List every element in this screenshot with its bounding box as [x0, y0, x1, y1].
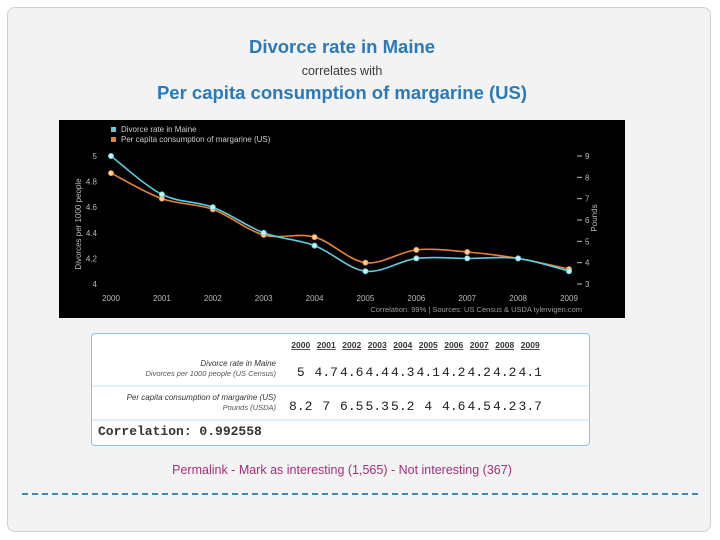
divorce-point — [362, 268, 369, 275]
legend-entry: Per capita consumption of margarine (US) — [121, 135, 271, 144]
table-cell-value: 5.2 — [391, 399, 414, 414]
x-tick-label: 2003 — [255, 294, 273, 303]
y-right-tick-label: 8 — [585, 173, 590, 182]
x-tick-label: 2001 — [153, 294, 171, 303]
legend-swatch — [111, 127, 116, 132]
table-cell-value: 4.1 — [519, 365, 543, 380]
correlation-chart: 5 4.8 4.6 4.4 4.2 4 9 8 7 6 5 4 3 2000 2001 2002 2003 200… — [59, 120, 625, 318]
divorce-point — [311, 242, 318, 249]
margarine-point — [413, 246, 420, 253]
y-left-axis-label: Divorces per 1000 people — [74, 178, 83, 270]
margarine-line — [110, 172, 570, 270]
table-cell-value: 8.2 — [289, 399, 312, 414]
table-cell-value: 5.3 — [366, 399, 389, 414]
divorce-point — [108, 153, 115, 160]
y-right-tick-label: 4 — [585, 259, 590, 268]
x-tick-label: 2005 — [357, 294, 375, 303]
table-cell-value: 4.2 — [493, 399, 516, 414]
year-header: 2003 — [368, 340, 387, 350]
row-label-sub: Divorces per 1000 people (US Census) — [146, 369, 277, 378]
year-header: 2006 — [444, 340, 463, 350]
y-left-tick-label: 4.6 — [86, 203, 98, 212]
table-cell-value: 4.3 — [391, 365, 414, 380]
margarine-point — [108, 170, 115, 177]
y-left-tick-label: 5 — [93, 152, 98, 161]
data-table: 2000 2001 2002 2003 2004 2005 2006 2007 2008 2009… — [92, 340, 589, 421]
row-label-main: Divorce rate in Maine — [200, 359, 276, 368]
page-subtitle: Per capita consumption of margarine (US) — [156, 82, 528, 103]
year-header: 2007 — [470, 340, 489, 350]
permalink-links[interactable]: Permalink - Mark as interesting (1,565) … — [172, 463, 512, 477]
y-left-tick-label: 4 — [93, 280, 98, 289]
year-header: 2001 — [317, 340, 336, 350]
year-header: 2004 — [393, 340, 412, 350]
page-title: Divorce rate in Maine — [248, 36, 436, 57]
chart-background — [59, 120, 625, 318]
x-tick-label: 2002 — [204, 294, 222, 303]
x-tick-label: 2004 — [306, 294, 324, 303]
correlation-value: Correlation: 0.992558 — [98, 424, 262, 439]
table-cell-value: 3.7 — [519, 399, 542, 414]
y-right-axis-label: Pounds — [590, 204, 599, 231]
legend-entry: Divorce rate in Maine — [121, 125, 197, 134]
table-cell-value: 4.5 — [468, 399, 491, 414]
year-header: 2002 — [342, 340, 361, 350]
table-cell-value: 4.2 — [468, 365, 491, 380]
y-right-tick-label: 6 — [585, 216, 590, 225]
chart-source-note: Correlation: 99% | Sources: US Census & … — [370, 305, 582, 314]
table-cell-value: 7 — [322, 399, 330, 414]
y-right-tick-label: 3 — [585, 280, 590, 289]
row-label-main: Per capita consumption of margarine (US) — [127, 393, 277, 402]
x-tick-label: 2008 — [509, 294, 527, 303]
divorce-point — [260, 229, 267, 236]
table-cell-value: 4.4 — [366, 365, 390, 380]
legend-swatch — [111, 137, 116, 142]
table-cell-value: 6.5 — [340, 399, 363, 414]
margarine-point — [311, 234, 318, 241]
y-right-tick-label: 5 — [585, 237, 590, 246]
row-label-sub: Pounds (USDA) — [223, 403, 277, 412]
x-tick-label: 2009 — [560, 294, 578, 303]
table-cell-value: 4.6 — [340, 365, 363, 380]
table-cell-value: 5 — [297, 365, 305, 380]
connector-text: correlates with — [301, 64, 383, 78]
margarine-point — [464, 248, 471, 255]
divorce-point — [158, 191, 165, 198]
divorce-point — [413, 255, 420, 262]
x-tick-label: 2007 — [458, 294, 476, 303]
table-cell-value: 4.1 — [417, 365, 441, 380]
margarine-point — [362, 259, 369, 266]
dashed-divider — [22, 493, 698, 495]
table-cell-value: 4.7 — [315, 365, 338, 380]
y-left-tick-label: 4.8 — [86, 178, 98, 187]
table-cell-value: 4.2 — [442, 365, 465, 380]
divorce-point — [464, 255, 471, 262]
divorce-line — [110, 155, 570, 273]
x-tick-label: 2000 — [102, 294, 120, 303]
y-right-tick-label: 7 — [585, 195, 590, 204]
table-cell-value: 4.2 — [493, 365, 516, 380]
divorce-point — [209, 204, 216, 211]
y-right-tick-label: 9 — [585, 152, 590, 161]
y-left-tick-label: 4.4 — [86, 229, 98, 238]
table-cell-value: 4 — [424, 399, 432, 414]
data-table-box: 2000 2001 2002 2003 2004 2005 2006 2007 2008 2009… — [91, 333, 590, 446]
divorce-point — [565, 268, 572, 275]
year-header: 2005 — [419, 340, 438, 350]
divorce-point — [515, 255, 522, 262]
y-left-tick-label: 4.2 — [86, 254, 98, 263]
year-header: 2008 — [495, 340, 514, 350]
table-cell-value: 4.6 — [442, 399, 465, 414]
year-header: 2009 — [521, 340, 540, 350]
year-header: 2000 — [291, 340, 310, 350]
x-tick-label: 2006 — [407, 294, 425, 303]
